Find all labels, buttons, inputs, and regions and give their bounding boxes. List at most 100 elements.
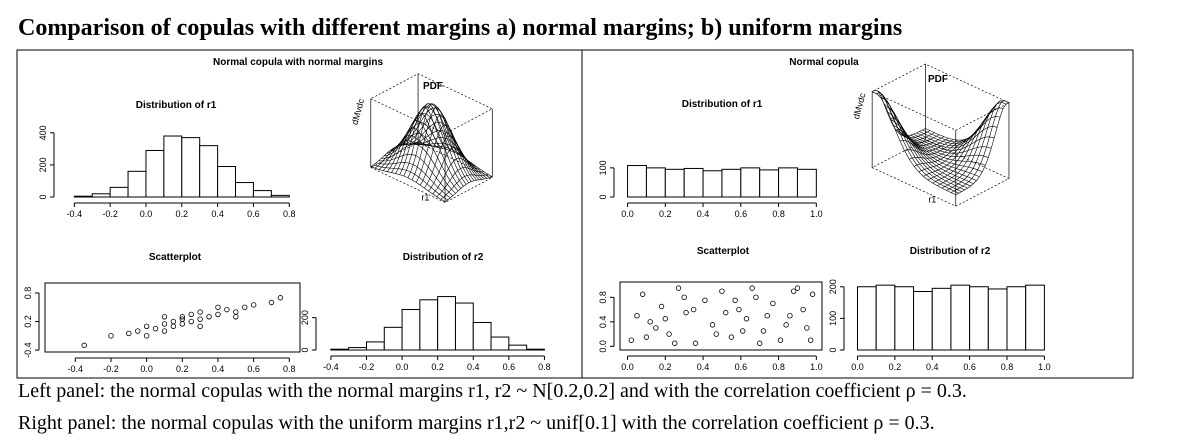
bar	[181, 137, 201, 198]
y-tick-label: 0.8	[598, 291, 608, 304]
surface-mesh	[922, 101, 1007, 143]
x-tick-label: 0.4	[926, 362, 939, 372]
bar	[778, 167, 798, 198]
chart-title: Distribution of r2	[910, 246, 991, 257]
bar	[969, 286, 989, 351]
plot-frame	[44, 282, 301, 353]
bar	[894, 286, 915, 351]
point	[242, 304, 248, 310]
point	[719, 288, 725, 294]
x-tick-label: 0.8	[772, 362, 785, 372]
point	[634, 312, 640, 319]
x-tick-label: 0.8	[772, 209, 785, 219]
point	[647, 319, 653, 325]
y-tick-label: 200	[300, 310, 310, 325]
point	[709, 322, 716, 328]
x-tick-label: 0.6	[963, 362, 976, 372]
x-tick-label: -0.2	[359, 362, 375, 372]
surface-mesh	[370, 166, 446, 202]
chart-title: Distribution of r2	[403, 252, 484, 263]
x-tick-label: 0.6	[247, 209, 260, 219]
bar	[127, 170, 147, 198]
bar	[526, 348, 545, 351]
surface-mesh	[440, 174, 489, 200]
point	[188, 311, 194, 318]
point	[170, 318, 177, 325]
bar	[365, 341, 385, 351]
bar	[383, 326, 403, 351]
point	[250, 302, 257, 308]
point	[753, 294, 759, 301]
surface-mesh	[436, 167, 485, 197]
bar	[235, 182, 254, 198]
point	[743, 316, 750, 322]
point	[732, 297, 738, 304]
bar	[145, 149, 165, 198]
x-axis-label: r1	[928, 195, 936, 205]
x-tick-label: 0.2	[176, 364, 189, 374]
bar	[73, 195, 93, 198]
bar	[796, 168, 817, 198]
y-tick-label: 0	[300, 347, 310, 352]
point	[777, 337, 784, 343]
bar	[664, 168, 685, 198]
chart-title: Distribution of r1	[136, 100, 217, 111]
chart-title: Scatterplot	[697, 246, 750, 257]
surface-mesh	[374, 142, 423, 169]
x-tick-label: 0.8	[1001, 362, 1014, 372]
x-tick-label: 0.6	[735, 209, 748, 219]
surface-mesh	[417, 141, 493, 177]
point	[643, 334, 650, 340]
point	[143, 323, 150, 330]
bar	[627, 165, 647, 198]
bar	[252, 190, 272, 198]
bar	[454, 302, 474, 351]
x-tick-label: -0.2	[102, 209, 118, 219]
point	[690, 306, 697, 313]
surface-mesh	[955, 102, 1010, 196]
bar	[270, 194, 290, 198]
point	[800, 306, 806, 313]
bar	[950, 284, 971, 351]
point	[760, 328, 767, 334]
x-tick-label: 0.4	[212, 364, 225, 374]
x-tick-label: 0.2	[659, 362, 672, 372]
surface-mesh	[946, 100, 1000, 191]
bar	[759, 169, 780, 198]
surface-mesh	[444, 176, 493, 202]
x-tick-label: 0.8	[538, 362, 551, 372]
point	[179, 321, 186, 327]
point	[794, 285, 801, 291]
point	[170, 323, 177, 330]
point	[740, 328, 746, 334]
surface-mesh	[415, 142, 490, 178]
point	[683, 309, 689, 316]
point	[662, 316, 669, 322]
surface-mesh	[373, 164, 448, 201]
bar	[508, 344, 528, 351]
bar	[875, 284, 896, 351]
y-tick-label: 100	[598, 160, 608, 175]
point	[702, 297, 708, 304]
x-tick-label: 0.8	[283, 209, 296, 219]
point	[728, 334, 735, 340]
bar	[740, 167, 761, 198]
y-tick-label: 0.8	[23, 287, 33, 300]
x-tick-label: 0.2	[659, 209, 672, 219]
y-tick-label: 0.2	[23, 315, 33, 328]
panel-title: Normal copula	[789, 57, 859, 68]
bar	[401, 309, 421, 351]
x-axis-label: r1	[421, 193, 429, 203]
figure-frame	[16, 49, 1134, 379]
point	[790, 288, 797, 294]
x-tick-label: 0.0	[621, 362, 634, 372]
bar	[987, 288, 1008, 351]
x-tick-label: 0.0	[621, 209, 634, 219]
bar	[163, 135, 183, 198]
y-tick-label: 0	[828, 347, 838, 352]
y-tick-label: -0.4	[23, 342, 33, 358]
point	[161, 328, 168, 334]
point	[783, 322, 789, 328]
bar	[856, 286, 877, 351]
x-tick-label: 1.0	[810, 362, 823, 372]
